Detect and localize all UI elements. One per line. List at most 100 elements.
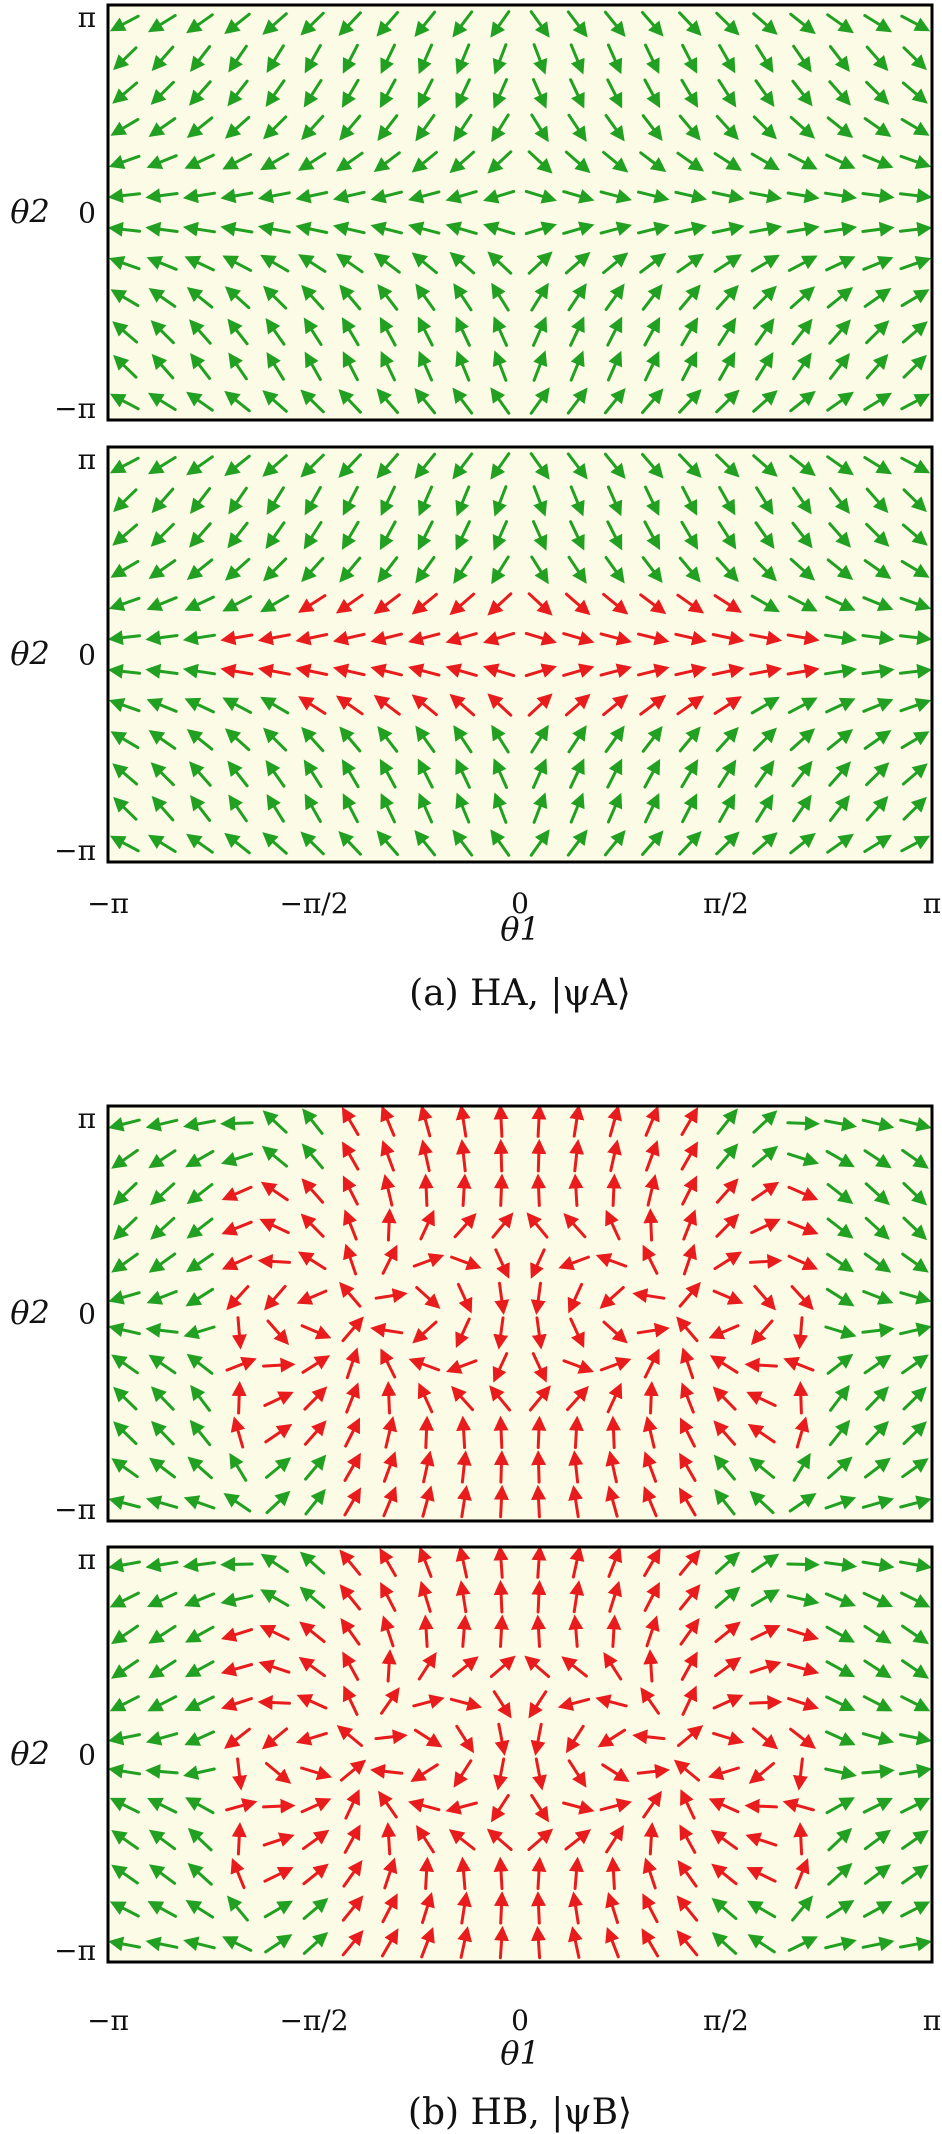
- field-arrow: [110, 117, 140, 136]
- field-arrow: [186, 287, 214, 309]
- field-arrow: [418, 1105, 433, 1138]
- field-arrow: [826, 287, 854, 309]
- field-arrow: [145, 1763, 179, 1779]
- y-tick-label: 0: [78, 197, 96, 230]
- field-arrow: [111, 1252, 139, 1273]
- field-arrow: [145, 1495, 179, 1510]
- field-arrow: [493, 1316, 509, 1350]
- field-arrow: [605, 1209, 621, 1241]
- field-arrow: [493, 1173, 509, 1207]
- field-arrow: [379, 316, 397, 347]
- field-arrow: [299, 1551, 326, 1575]
- field-arrow: [566, 10, 588, 38]
- axis-labels: π 0 −π θ2 π 0 −π θ2 π 0 −π θ2 π 0 −π θ2 −π −π/2 0 π/2 π −π −π/…: [10, 1, 941, 2072]
- field-arrow: [744, 1798, 778, 1814]
- field-arrow: [455, 485, 471, 517]
- field-arrow: [606, 792, 623, 824]
- field-arrow: [717, 317, 737, 346]
- field-arrow: [227, 760, 249, 788]
- field-arrow: [569, 758, 585, 789]
- field-arrow: [679, 1452, 697, 1482]
- field-arrow: [491, 555, 510, 585]
- field-arrow: [265, 1490, 291, 1515]
- field-arrow: [531, 1579, 547, 1614]
- field-arrow: [487, 150, 513, 174]
- field-arrow: [455, 1317, 471, 1349]
- field-arrow: [680, 78, 699, 108]
- field-arrow: [829, 1384, 850, 1412]
- field-arrow: [826, 1252, 855, 1273]
- field-arrow: [606, 1173, 622, 1207]
- field-arrow: [603, 452, 626, 480]
- field-arrow: [602, 592, 629, 615]
- field-arrow: [222, 255, 253, 272]
- field-arrow: [569, 316, 585, 347]
- y-tick-label: π: [78, 1, 96, 34]
- field-arrow: [260, 254, 290, 273]
- field-arrow: [564, 150, 591, 174]
- field-arrow: [899, 1730, 932, 1746]
- field-arrow: [606, 1382, 623, 1414]
- y-tick-label: −π: [54, 1934, 96, 1967]
- field-arrow: [341, 1930, 364, 1957]
- field-arrow: [711, 663, 745, 679]
- field-arrow: [381, 1208, 397, 1242]
- field-arrow: [265, 521, 286, 550]
- field-arrow: [300, 1324, 332, 1340]
- plot-frame: [106, 3, 934, 422]
- field-arrow: [901, 1624, 929, 1645]
- field-arrow: [457, 1484, 472, 1519]
- field-arrow: [407, 1798, 441, 1813]
- field-arrow: [490, 1794, 510, 1823]
- field-arrow: [597, 1728, 627, 1748]
- field-arrow: [862, 255, 894, 271]
- field-arrow: [263, 1391, 294, 1407]
- field-arrow: [863, 117, 892, 137]
- field-arrow: [714, 1656, 742, 1678]
- field-arrow: [262, 832, 288, 855]
- field-arrow: [564, 1829, 592, 1851]
- field-arrow: [147, 1695, 178, 1712]
- x-tick-label: 0: [511, 2004, 529, 2037]
- field-arrow: [749, 221, 783, 237]
- field-arrow: [186, 116, 214, 138]
- field-arrow: [902, 1386, 927, 1411]
- field-arrow: [564, 251, 591, 275]
- field-arrow: [110, 289, 140, 308]
- panel-a-bottom: [106, 445, 934, 864]
- field-arrow: [901, 1252, 929, 1273]
- field-arrow: [569, 1580, 585, 1614]
- field-arrow: [304, 486, 322, 516]
- field-arrow: [381, 1381, 397, 1415]
- field-arrow: [900, 731, 930, 750]
- field-arrow: [335, 253, 364, 274]
- field-arrow: [224, 1727, 251, 1749]
- field-arrow: [145, 630, 179, 646]
- field-arrow: [863, 392, 893, 411]
- field-arrow: [185, 1149, 215, 1168]
- field-arrow: [787, 1696, 820, 1712]
- field-arrow: [148, 1624, 177, 1644]
- field-arrow: [339, 726, 362, 753]
- field-arrow: [338, 11, 362, 37]
- field-arrow: [417, 43, 434, 75]
- field-arrow: [492, 758, 508, 789]
- field-arrow: [558, 1255, 590, 1271]
- field-arrow: [455, 78, 471, 109]
- field-arrow: [827, 1862, 853, 1886]
- intensity-band: [108, 5, 932, 420]
- plot-frame: [106, 1104, 934, 1523]
- field-arrow: [111, 1830, 139, 1850]
- field-arrow: [863, 456, 893, 475]
- field-arrow: [786, 663, 820, 679]
- field-arrow: [643, 1547, 661, 1577]
- field-arrow: [680, 1789, 696, 1820]
- field-arrow: [148, 1354, 177, 1375]
- field-arrow: [680, 1347, 695, 1380]
- field-arrow: [343, 1452, 361, 1482]
- field-arrow: [715, 284, 739, 311]
- field-arrow: [825, 255, 856, 272]
- field-arrow: [183, 1116, 216, 1132]
- field-arrow: [568, 1614, 584, 1648]
- field-arrow: [567, 283, 587, 312]
